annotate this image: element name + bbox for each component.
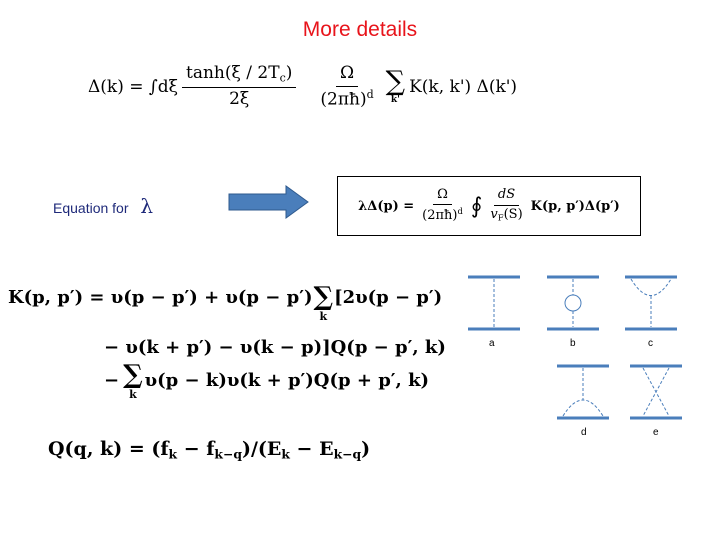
- gap-equation-lhs: Δ(k) = ∫dξ: [88, 76, 178, 97]
- diagram-label-e: e: [653, 427, 659, 438]
- q-definition: Q(q, k) = (fk − fk−q)/(Ek − Ek−q): [48, 438, 371, 462]
- lambda-equation-fraction-2: dS vF(S): [490, 187, 523, 223]
- kernel-line-2: − υ(k + p′) − υ(k − p)]Q(p − p′, k): [104, 337, 446, 358]
- diagram-label-c: c: [648, 338, 653, 349]
- gap-equation-fraction-1: tanh(ξ / 2Tc) 2ξ: [182, 63, 297, 110]
- lambda-equation-fraction-1: Ω (2πħ)d: [422, 186, 463, 224]
- diagram-d: [557, 364, 609, 420]
- diagram-label-d: d: [581, 427, 587, 438]
- diagram-c: [625, 275, 677, 331]
- kernel-line-1: K(p, p′) = υ(p − p′) + υ(p − p′) ∑ k [2υ…: [8, 282, 443, 323]
- gap-equation: Δ(k) = ∫dξ tanh(ξ / 2Tc) 2ξ Ω (2πħ)d ∑ k…: [88, 63, 518, 110]
- diagram-e: [630, 364, 682, 420]
- diagram-label-a: a: [489, 338, 495, 349]
- lambda-equation-rhs: K(p, p′)Δ(p′): [530, 198, 620, 214]
- lambda-equation-box: λΔ(p) = Ω (2πħ)d ∮ dS vF(S) K(p, p′)Δ(p′…: [337, 176, 641, 236]
- contour-integral: ∮: [470, 193, 483, 219]
- right-arrow-icon: [228, 185, 309, 219]
- gap-equation-rhs: K(k, k') Δ(k'): [409, 76, 518, 97]
- diagram-a: [468, 275, 520, 331]
- diagram-panel: a b c d e: [468, 275, 682, 438]
- gap-equation-fraction-2: Ω (2πħ)d: [320, 63, 374, 110]
- slide-title: More details: [302, 18, 418, 41]
- diagram-label-b: b: [570, 338, 576, 349]
- lambda-label: Equation for λ: [53, 194, 153, 218]
- kernel-sum-1: ∑ k: [313, 282, 334, 323]
- gap-equation-sum: ∑ k': [385, 66, 406, 106]
- kernel-line-3: − ∑ k υ(p − k)υ(k + p′)Q(p + p′, k): [104, 360, 430, 401]
- lambda-label-text: Equation for: [53, 200, 129, 216]
- kernel-sum-2: ∑ k: [123, 360, 143, 401]
- lambda-symbol: λ: [140, 194, 154, 218]
- diagram-b: [547, 275, 599, 331]
- lambda-equation-lhs: λΔ(p) =: [358, 198, 415, 214]
